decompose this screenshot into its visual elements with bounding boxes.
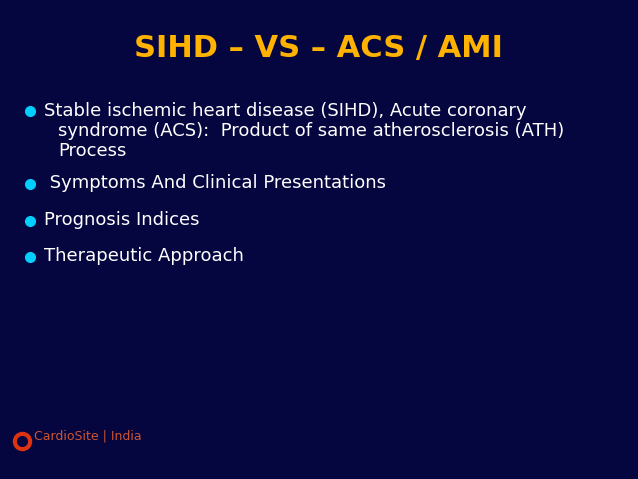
Text: Process: Process [58,142,126,160]
Text: syndrome (ACS):  Product of same atherosclerosis (ATH): syndrome (ACS): Product of same atherosc… [58,122,564,140]
Text: Stable ischemic heart disease (SIHD), Acute coronary: Stable ischemic heart disease (SIHD), Ac… [44,102,526,120]
Text: Therapeutic Approach: Therapeutic Approach [44,247,244,265]
Text: CardioSite | India: CardioSite | India [34,430,142,443]
Text: Symptoms And Clinical Presentations: Symptoms And Clinical Presentations [44,174,386,192]
Text: SIHD – VS – ACS / AMI: SIHD – VS – ACS / AMI [135,34,503,63]
Text: Prognosis Indices: Prognosis Indices [44,211,200,229]
